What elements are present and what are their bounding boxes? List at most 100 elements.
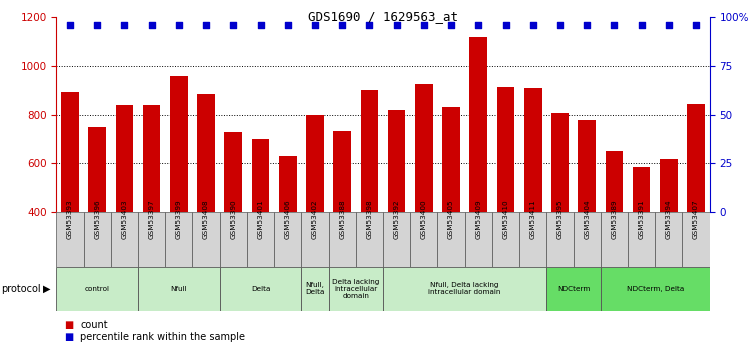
Point bbox=[119, 22, 131, 28]
Bar bbox=[219, 212, 247, 267]
Bar bbox=[524, 88, 541, 212]
Bar bbox=[333, 130, 351, 212]
Point bbox=[91, 22, 103, 28]
Bar bbox=[660, 159, 677, 212]
Bar bbox=[687, 104, 705, 212]
Text: NDCterm: NDCterm bbox=[557, 286, 590, 292]
Text: Delta: Delta bbox=[251, 286, 270, 292]
Text: GSM53388: GSM53388 bbox=[339, 199, 345, 239]
Text: Nfull: Nfull bbox=[170, 286, 187, 292]
Point bbox=[363, 22, 376, 28]
Text: GSM53410: GSM53410 bbox=[502, 199, 508, 239]
Bar bbox=[574, 212, 601, 267]
Bar bbox=[601, 267, 710, 310]
Point bbox=[472, 22, 484, 28]
Point bbox=[418, 22, 430, 28]
Point bbox=[64, 22, 76, 28]
Bar bbox=[605, 151, 623, 212]
Point bbox=[200, 22, 212, 28]
Bar bbox=[442, 107, 460, 212]
Text: GSM53406: GSM53406 bbox=[285, 199, 291, 239]
Point bbox=[173, 22, 185, 28]
Bar bbox=[415, 83, 433, 212]
Text: GSM53390: GSM53390 bbox=[231, 199, 237, 239]
Bar bbox=[628, 212, 655, 267]
Point bbox=[526, 22, 538, 28]
Bar bbox=[601, 212, 628, 267]
Bar bbox=[219, 267, 301, 310]
Text: Nfull, Delta lacking
intracellular domain: Nfull, Delta lacking intracellular domai… bbox=[429, 283, 501, 295]
Point bbox=[690, 22, 702, 28]
Text: ▶: ▶ bbox=[43, 284, 50, 294]
Bar bbox=[465, 212, 492, 267]
Bar bbox=[252, 139, 270, 212]
Text: GSM53397: GSM53397 bbox=[149, 199, 155, 239]
Bar bbox=[328, 212, 356, 267]
Point bbox=[663, 22, 675, 28]
Text: percentile rank within the sample: percentile rank within the sample bbox=[80, 333, 246, 342]
Point bbox=[581, 22, 593, 28]
Text: Delta lacking
intracellular
domain: Delta lacking intracellular domain bbox=[332, 279, 379, 299]
Text: GSM53403: GSM53403 bbox=[122, 199, 128, 239]
Bar bbox=[170, 76, 188, 212]
Text: GSM53399: GSM53399 bbox=[176, 199, 182, 239]
Text: count: count bbox=[80, 320, 108, 330]
Bar bbox=[301, 267, 328, 310]
Point bbox=[228, 22, 240, 28]
Bar bbox=[301, 212, 328, 267]
Point bbox=[146, 22, 158, 28]
Bar bbox=[225, 132, 242, 212]
Text: GSM53389: GSM53389 bbox=[611, 199, 617, 239]
Text: GSM53401: GSM53401 bbox=[258, 199, 264, 239]
Bar bbox=[578, 120, 596, 212]
Bar bbox=[56, 212, 83, 267]
Bar bbox=[547, 212, 574, 267]
Text: GSM53400: GSM53400 bbox=[421, 199, 427, 239]
Text: ■: ■ bbox=[64, 320, 73, 330]
Point bbox=[445, 22, 457, 28]
Point bbox=[554, 22, 566, 28]
Bar bbox=[279, 156, 297, 212]
Bar bbox=[383, 212, 410, 267]
Bar bbox=[388, 110, 406, 212]
Bar bbox=[633, 167, 650, 212]
Text: GSM53402: GSM53402 bbox=[312, 199, 318, 239]
Bar bbox=[328, 267, 383, 310]
Point bbox=[255, 22, 267, 28]
Text: GSM53395: GSM53395 bbox=[557, 199, 563, 239]
Bar bbox=[138, 212, 165, 267]
Bar bbox=[83, 212, 111, 267]
Bar bbox=[492, 212, 519, 267]
Bar bbox=[138, 267, 219, 310]
Point bbox=[282, 22, 294, 28]
Bar bbox=[247, 212, 274, 267]
Text: GSM53408: GSM53408 bbox=[203, 199, 209, 239]
Bar bbox=[165, 212, 192, 267]
Point bbox=[635, 22, 647, 28]
Text: GSM53411: GSM53411 bbox=[529, 199, 535, 239]
Bar bbox=[116, 106, 133, 212]
Bar bbox=[306, 115, 324, 212]
Bar bbox=[547, 267, 601, 310]
Bar bbox=[383, 267, 547, 310]
Text: GSM53398: GSM53398 bbox=[366, 199, 372, 239]
Text: Nfull,
Delta: Nfull, Delta bbox=[305, 283, 324, 295]
Bar bbox=[143, 106, 161, 212]
Point bbox=[608, 22, 620, 28]
Bar bbox=[198, 94, 215, 212]
Bar bbox=[111, 212, 138, 267]
Bar bbox=[496, 87, 514, 212]
Bar bbox=[551, 113, 569, 212]
Bar bbox=[192, 212, 219, 267]
Bar bbox=[56, 267, 138, 310]
Text: GSM53391: GSM53391 bbox=[638, 199, 644, 239]
Bar bbox=[89, 127, 106, 212]
Point bbox=[309, 22, 321, 28]
Text: GDS1690 / 1629563_at: GDS1690 / 1629563_at bbox=[308, 10, 458, 23]
Point bbox=[391, 22, 403, 28]
Bar bbox=[274, 212, 301, 267]
Text: GSM53404: GSM53404 bbox=[584, 199, 590, 239]
Text: protocol: protocol bbox=[1, 284, 41, 294]
Bar bbox=[356, 212, 383, 267]
Text: GSM53405: GSM53405 bbox=[448, 199, 454, 239]
